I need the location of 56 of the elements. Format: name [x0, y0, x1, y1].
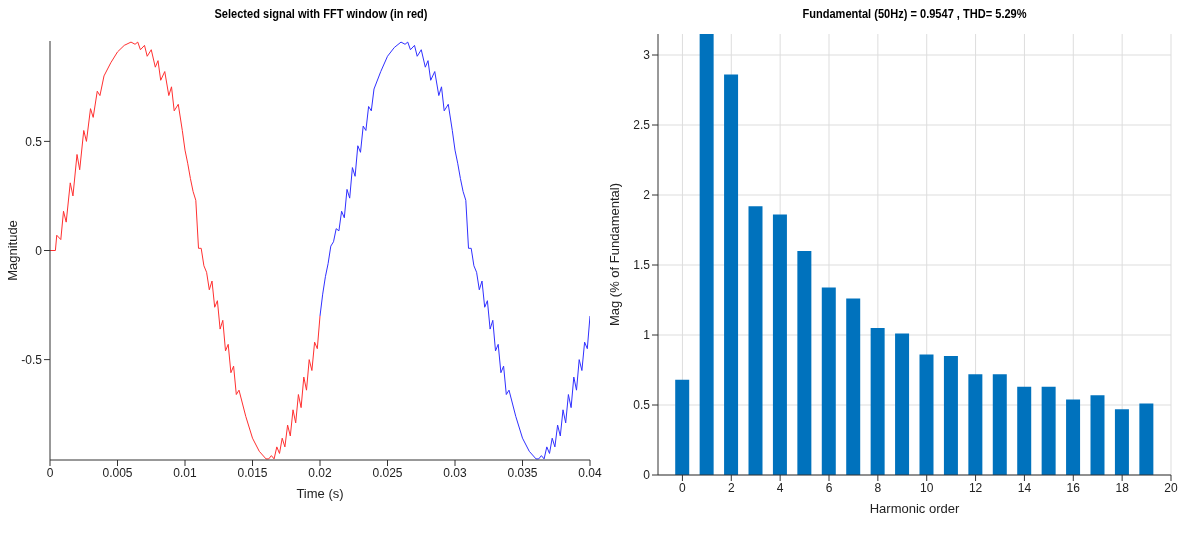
bar — [919, 354, 934, 475]
x-tick-label: 0.025 — [372, 465, 403, 480]
bar — [1066, 399, 1081, 475]
bar — [724, 74, 739, 475]
x-axis-title: Harmonic order — [869, 501, 960, 516]
bar — [870, 328, 885, 475]
x-tick-label: 0.03 — [443, 465, 467, 480]
y-tick-label: 2 — [643, 188, 651, 203]
x-tick-label: 18 — [1115, 480, 1130, 495]
bar — [992, 374, 1007, 475]
bar — [1090, 395, 1105, 475]
bar — [1114, 409, 1129, 475]
x-tick-label: 0 — [46, 465, 54, 480]
bar — [1017, 386, 1032, 475]
x-tick-label: 10 — [920, 480, 934, 495]
x-tick-label: 12 — [968, 480, 983, 495]
x-tick-label: 20 — [1164, 480, 1178, 495]
bar — [797, 251, 812, 475]
bar — [1041, 386, 1056, 475]
bar — [968, 374, 983, 475]
line-series — [319, 41, 590, 460]
x-tick-label: 4 — [776, 480, 784, 495]
x-tick-label: 14 — [1017, 480, 1032, 495]
chart-title: Selected signal with FFT window (in red) — [213, 6, 429, 21]
x-axis-title: Time (s) — [296, 486, 344, 501]
chart-title: Fundamental (50Hz) = 0.9547 , THD= 5.29% — [801, 6, 1028, 21]
x-tick-label: 0.005 — [102, 465, 133, 480]
x-tick-label: 6 — [825, 480, 833, 495]
x-tick-label: 0 — [679, 480, 687, 495]
x-tick-label: 0.01 — [173, 465, 197, 480]
y-tick-label: 3 — [643, 48, 651, 63]
x-tick-label: 2 — [727, 480, 735, 495]
x-tick-label: 8 — [874, 480, 882, 495]
bar — [943, 356, 958, 475]
y-tick-label: 0.5 — [633, 398, 651, 413]
bar — [675, 379, 690, 475]
y-tick-label: 0 — [35, 243, 43, 258]
bar — [846, 298, 861, 475]
bar — [699, 34, 714, 475]
bar — [821, 287, 836, 475]
x-tick-label: 0.04 — [578, 465, 602, 480]
y-tick-label: 1.5 — [633, 258, 651, 273]
y-axis-title: Magnitude — [4, 220, 20, 281]
y-tick-label: -0.5 — [21, 352, 43, 367]
bar — [772, 214, 787, 475]
y-axis-title: Mag (% of Fundamental) — [606, 182, 622, 327]
y-tick-label: 0.5 — [25, 134, 43, 149]
y-tick-label: 1 — [643, 328, 651, 343]
bar — [1139, 403, 1154, 475]
y-tick-label: 2.5 — [633, 118, 651, 133]
x-tick-label: 0.035 — [507, 465, 538, 480]
x-tick-label: 0.02 — [308, 465, 332, 480]
bar — [895, 333, 910, 475]
x-tick-label: 16 — [1066, 480, 1081, 495]
x-tick-label: 0.015 — [237, 465, 268, 480]
bar — [748, 206, 763, 475]
